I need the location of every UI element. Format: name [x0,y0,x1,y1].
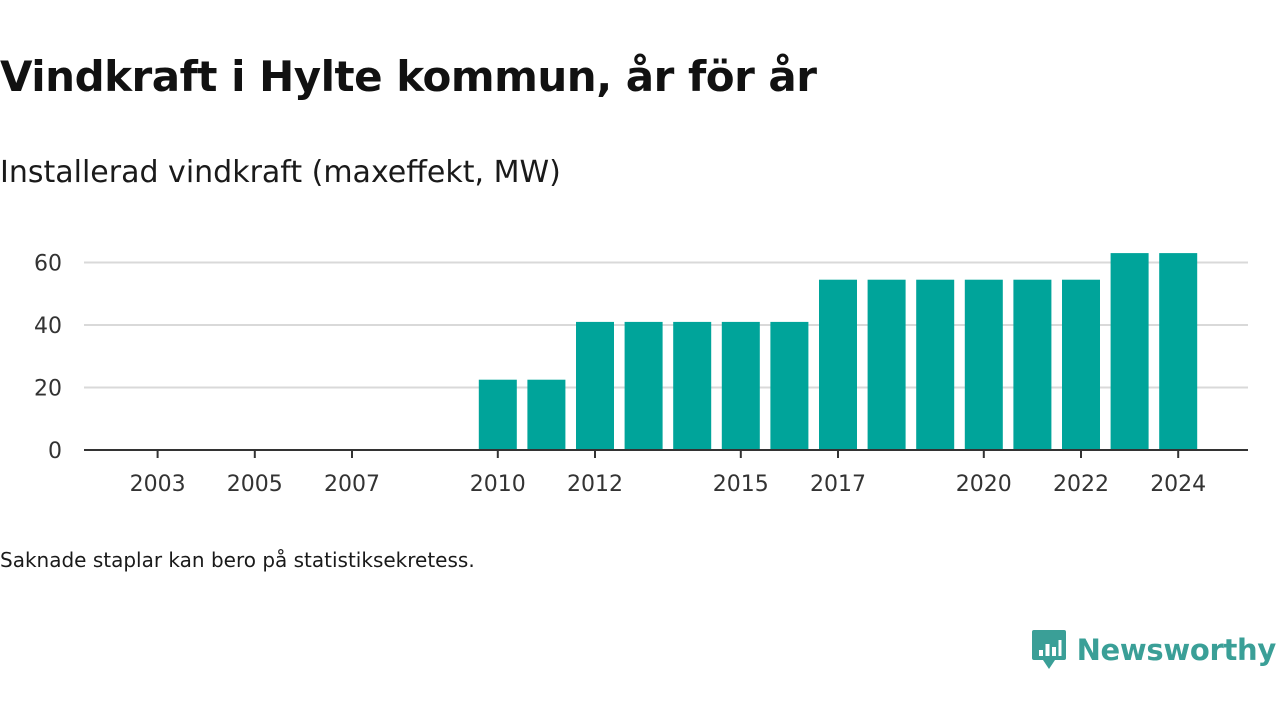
y-tick-label: 20 [34,377,62,402]
x-tick-label: 2015 [713,472,769,497]
bar-2010 [478,379,517,450]
bar-2018 [867,279,906,450]
chart-subtitle: Installerad vindkraft (maxeffekt, MW) [0,155,561,190]
x-tick-label: 2017 [810,472,866,497]
x-tick-label: 2007 [324,472,380,497]
bars [478,253,1198,450]
newsworthy-logo-icon [1031,630,1066,669]
y-tick-label: 0 [48,439,62,464]
bar-2015 [721,321,760,450]
bar-2021 [1013,279,1052,450]
bar-2020 [964,279,1003,450]
bar-2012 [576,321,614,450]
bar-2022 [1062,279,1100,450]
bar-2017 [819,279,857,450]
x-tick-label: 2022 [1053,472,1109,497]
bar-chart: 0 20 40 60 2003 2005 2007 2010 2012 2015 2017 2020… [34,252,1248,497]
x-tick-label: 2005 [227,472,283,497]
bar-2024 [1159,253,1198,450]
y-tick-label: 60 [34,252,62,277]
x-tick-label: 2020 [956,472,1012,497]
x-tick-labels: 2003 2005 2007 2010 2012 2015 2017 2020 2022 2024 [130,472,1207,497]
brand-logo[interactable]: Newsworthy [1031,628,1276,672]
bar-2023 [1110,253,1149,450]
bar-2019 [916,279,955,450]
bar-2011 [527,379,566,450]
brand-name: Newsworthy [1076,633,1277,667]
footnote: Saknade staplar kan bero på statistiksek… [0,548,475,572]
grid-lines [84,261,1248,389]
x-tick-label: 2024 [1150,472,1206,497]
y-tick-labels: 0 20 40 60 [34,252,62,465]
x-ticks [156,450,1180,458]
bar-2013 [624,321,663,450]
x-tick-label: 2012 [567,472,623,497]
x-tick-label: 2010 [470,472,526,497]
bar-2016 [770,321,809,450]
y-tick-label: 40 [34,314,62,339]
chart-title: Vindkraft i Hylte kommun, år för år [0,52,817,101]
x-tick-label: 2003 [130,472,186,497]
bar-2014 [673,321,712,450]
